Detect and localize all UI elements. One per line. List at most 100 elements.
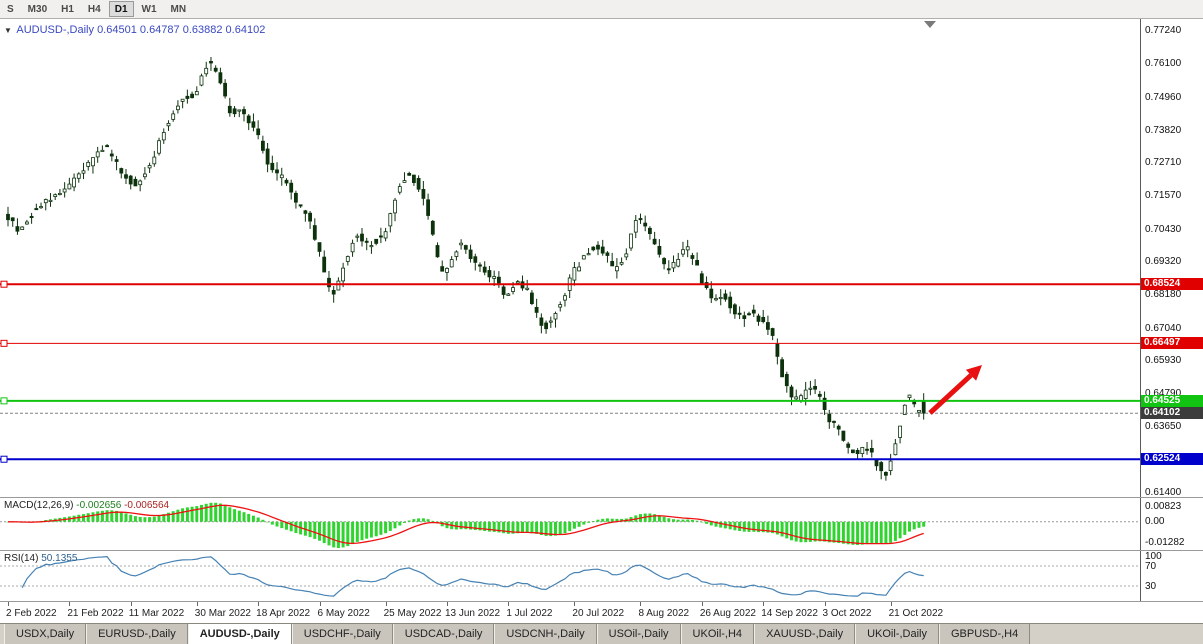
timeframe-button-d1[interactable]: D1 bbox=[108, 1, 134, 17]
date-tick-mark bbox=[763, 602, 765, 606]
candlestick-chart[interactable] bbox=[0, 19, 1140, 497]
price-level-badge: 0.68524 bbox=[1141, 278, 1203, 291]
price-level-badge: 0.66497 bbox=[1141, 337, 1203, 350]
rsi-label: RSI(14) 50.1355 bbox=[4, 553, 77, 564]
chart-shift-marker[interactable] bbox=[924, 21, 936, 28]
price-axis-label: 0.72710 bbox=[1145, 157, 1182, 169]
date-tick-mark bbox=[640, 602, 642, 606]
panel-separator[interactable] bbox=[0, 550, 1203, 551]
ohlc-low: 0.63882 bbox=[182, 24, 223, 36]
macd-value-signal: -0.006564 bbox=[124, 500, 170, 511]
macd-axis[interactable]: 0.00823 0.00 -0.01282 bbox=[1140, 498, 1203, 550]
chart-tab-xauusd[interactable]: XAUUSD-,Daily bbox=[754, 624, 856, 644]
rsi-value: 50.1355 bbox=[41, 553, 78, 564]
panel-separator[interactable] bbox=[0, 497, 1203, 498]
main-chart-area[interactable]: ▼ AUDUSD-,Daily 0.64501 0.64787 0.63882 … bbox=[0, 19, 1140, 497]
price-axis-label: 0.64790 bbox=[1145, 388, 1182, 400]
line-handle[interactable] bbox=[0, 455, 8, 463]
price-axis-label: 0.61400 bbox=[1145, 487, 1182, 497]
timeframe-button-m30[interactable]: M30 bbox=[27, 3, 48, 15]
macd-axis-label: -0.01282 bbox=[1145, 537, 1185, 548]
timeframe-button-s[interactable]: S bbox=[7, 3, 14, 15]
candles bbox=[6, 57, 926, 481]
timeframe-button-h4[interactable]: H4 bbox=[87, 3, 101, 15]
date-tick-mark bbox=[258, 602, 260, 606]
macd-panel[interactable]: MACD(12,26,9) -0.002656 -0.006564 bbox=[0, 498, 1140, 550]
macd-label: MACD(12,26,9) -0.002656 -0.006564 bbox=[4, 500, 169, 511]
date-tick-mark bbox=[701, 602, 703, 606]
timeframe-toolbar: S M30 H1 H4 D1 W1 MN bbox=[0, 0, 1203, 19]
rsi-chart bbox=[0, 555, 1140, 597]
chart-title: ▼ AUDUSD-,Daily 0.64501 0.64787 0.63882 … bbox=[4, 24, 265, 36]
time-axis[interactable]: 2 Feb 2022 21 Feb 2022 11 Mar 2022 30 Mar 2… bbox=[0, 602, 1203, 623]
date-axis-label: 14 Sep 2022 bbox=[761, 608, 818, 619]
rsi-panel[interactable]: RSI(14) 50.1355 bbox=[0, 551, 1140, 601]
price-axis-label: 0.74960 bbox=[1145, 91, 1182, 103]
line-handle[interactable] bbox=[0, 280, 8, 288]
date-axis-label: 11 Mar 2022 bbox=[128, 608, 185, 619]
chart-tab-usdchf[interactable]: USDCHF-,Daily bbox=[291, 624, 393, 644]
macd-chart bbox=[0, 502, 1140, 548]
date-tick-mark bbox=[385, 602, 387, 606]
rsi-axis-label: 30 bbox=[1145, 581, 1157, 592]
price-axis-label: 0.65930 bbox=[1145, 354, 1182, 366]
date-axis-label: 6 May 2022 bbox=[317, 608, 370, 619]
line-handle[interactable] bbox=[0, 339, 8, 347]
price-axis-label: 0.76100 bbox=[1145, 58, 1182, 70]
date-axis-label: 26 Aug 2022 bbox=[699, 608, 756, 619]
macd-axis-label: 0.00823 bbox=[1145, 501, 1182, 512]
rsi-axis[interactable]: 100 70 30 bbox=[1140, 551, 1203, 601]
collapse-arrow-icon[interactable]: ▼ bbox=[4, 26, 12, 35]
date-tick-mark bbox=[824, 602, 826, 606]
chart-tab-usdcnh[interactable]: USDCNH-,Daily bbox=[494, 624, 597, 644]
date-tick-mark bbox=[574, 602, 576, 606]
timeframe-button-h1[interactable]: H1 bbox=[61, 3, 74, 15]
rsi-axis-label: 70 bbox=[1145, 561, 1157, 572]
date-axis-label: 25 May 2022 bbox=[383, 608, 442, 619]
rsi-line bbox=[21, 555, 924, 597]
timeframe-button-mn[interactable]: MN bbox=[170, 3, 187, 15]
line-handle[interactable] bbox=[0, 397, 8, 405]
current-price-badge: 0.64102 bbox=[1141, 407, 1203, 420]
price-axis-label: 0.69320 bbox=[1145, 256, 1182, 267]
panel-separator bbox=[0, 601, 1203, 602]
price-axis-label: 0.68180 bbox=[1145, 289, 1182, 301]
macd-name: MACD(12,26,9) bbox=[4, 500, 74, 511]
date-axis-label: 21 Oct 2022 bbox=[888, 608, 944, 619]
ohlc-high: 0.64787 bbox=[139, 24, 180, 36]
price-axis-label: 0.70430 bbox=[1145, 223, 1182, 235]
macd-signal-line bbox=[8, 504, 924, 545]
chart-symbol-period: AUDUSD-,Daily bbox=[16, 24, 94, 36]
date-axis-label: 13 Jun 2022 bbox=[444, 608, 501, 619]
price-axis-label: 0.63650 bbox=[1145, 421, 1182, 433]
date-axis-label: 18 Apr 2022 bbox=[256, 608, 311, 619]
chart-tab-gbpusd[interactable]: GBPUSD-,H4 bbox=[938, 624, 1031, 644]
chart-tab-usdx[interactable]: USDX,Daily bbox=[4, 624, 87, 644]
date-tick-mark bbox=[196, 602, 198, 606]
macd-value-main: -0.002656 bbox=[76, 500, 122, 511]
chart-tab-ukoil[interactable]: UKOil-,Daily bbox=[855, 624, 939, 644]
date-axis-label: 8 Aug 2022 bbox=[638, 608, 690, 619]
date-tick-mark bbox=[8, 602, 9, 606]
rsi-axis-label: 100 bbox=[1145, 551, 1162, 562]
chart-tab-ukoil[interactable]: UKOil-,H4 bbox=[680, 624, 755, 644]
price-level-badge: 0.64525 bbox=[1141, 394, 1203, 407]
chart-tab-eurusd[interactable]: EURUSD-,Daily bbox=[86, 624, 188, 644]
price-level-badge: 0.62524 bbox=[1141, 453, 1203, 466]
chart-tabs-bar: USDX,Daily EURUSD-,Daily AUDUSD-,Daily USDC… bbox=[0, 623, 1203, 644]
chart-tab-audusd[interactable]: AUDUSD-,Daily bbox=[187, 624, 292, 644]
price-axis[interactable]: 0.77240 0.76100 0.74960 0.73820 0.72710 0.715… bbox=[1140, 19, 1203, 497]
date-axis-label: 20 Jul 2022 bbox=[572, 608, 625, 619]
timeframe-button-w1[interactable]: W1 bbox=[141, 3, 157, 15]
chart-tab-usoil[interactable]: USOil-,Daily bbox=[596, 624, 681, 644]
trend-arrow-head[interactable] bbox=[965, 365, 982, 381]
macd-axis-label: 0.00 bbox=[1145, 515, 1165, 527]
chart-tab-usdcad[interactable]: USDCAD-,Daily bbox=[392, 624, 495, 644]
date-axis-label: 30 Mar 2022 bbox=[194, 608, 251, 619]
price-axis-label: 0.67040 bbox=[1145, 322, 1182, 334]
price-axis-label: 0.73820 bbox=[1145, 124, 1182, 136]
date-axis-label: 1 Jul 2022 bbox=[506, 608, 553, 619]
date-axis-label: 2 Feb 2022 bbox=[6, 608, 57, 619]
trend-arrow-line[interactable] bbox=[928, 373, 973, 415]
